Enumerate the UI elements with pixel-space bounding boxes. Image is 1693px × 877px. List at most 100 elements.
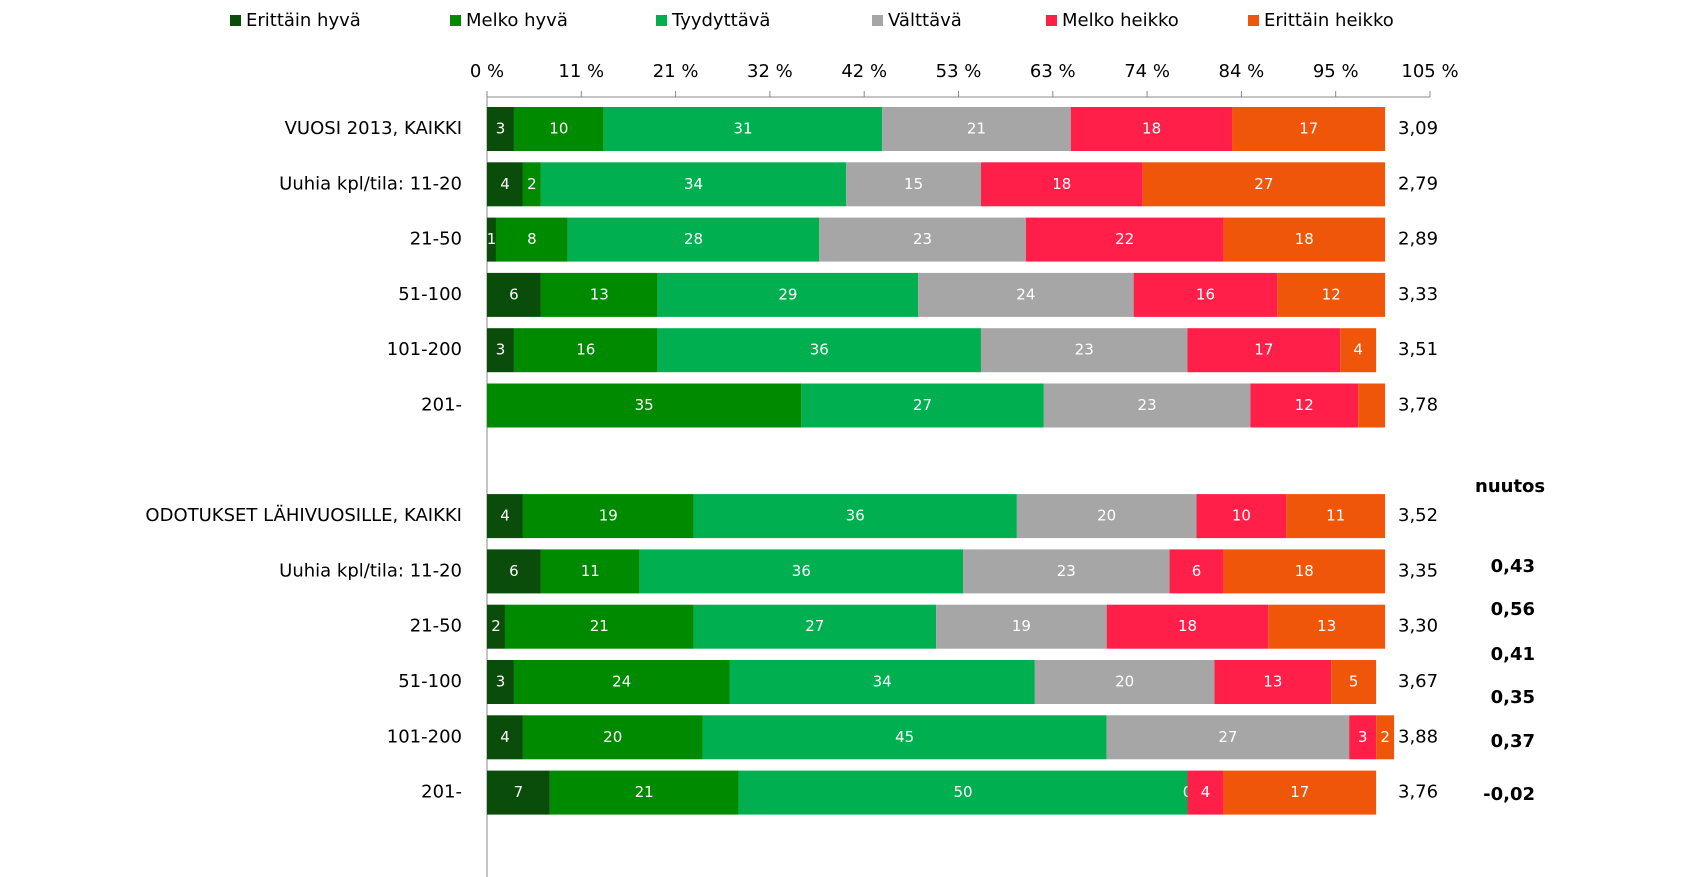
bar-segment (918, 272, 1134, 317)
bar-segment (1277, 272, 1386, 317)
x-tick-label: 105 % (1401, 61, 1458, 82)
data-label: 7 (514, 783, 524, 801)
legend-swatch (1248, 15, 1259, 26)
data-label: 6 (1192, 562, 1202, 580)
bar-segment (487, 770, 550, 815)
category-label: ODOTUKSET LÄHIVUOSILLE, KAIKKI (145, 505, 462, 526)
bar-segment (729, 660, 1035, 704)
change-value: 0,37 (1491, 731, 1535, 752)
data-label: 4 (500, 175, 510, 193)
bar-segment (487, 272, 541, 317)
bar-segment (1169, 549, 1224, 594)
bar-segment (657, 328, 981, 373)
data-label: 18 (1142, 120, 1161, 138)
change-value: -0,02 (1483, 784, 1535, 805)
data-label: 10 (549, 120, 568, 138)
bar-segment (603, 107, 883, 151)
mean-label: 3,35 (1398, 560, 1438, 581)
data-label: 6 (509, 285, 519, 303)
x-tick-label: 0 % (470, 61, 504, 82)
data-label: 17 (1290, 783, 1309, 801)
mean-label: 2,89 (1398, 229, 1438, 250)
bar-segment (801, 383, 1044, 428)
bar-segment (1223, 770, 1377, 815)
data-label: 21 (967, 120, 986, 138)
bar-segment (1376, 715, 1395, 760)
data-label: 4 (1201, 783, 1211, 801)
category-label: 101-200 (387, 339, 462, 360)
bar-segment (513, 107, 604, 151)
bar-segment (487, 107, 514, 151)
data-label: 21 (590, 617, 609, 635)
data-label: 27 (1218, 728, 1237, 746)
data-label: 12 (1322, 285, 1341, 303)
mean-label: 3,76 (1398, 782, 1438, 803)
bar-segment (1223, 549, 1386, 594)
data-label: 18 (1295, 562, 1314, 580)
bar-segment (657, 272, 919, 317)
x-tick-label: 11 % (558, 61, 604, 82)
change-title: nuutos (1475, 476, 1545, 497)
category-label: 21-50 (410, 229, 462, 250)
legend-label: Välttävä (888, 10, 962, 31)
category-label: 51-100 (398, 284, 462, 305)
bar-segment (495, 217, 568, 262)
data-label: 31 (733, 120, 752, 138)
legend-swatch (1046, 15, 1057, 26)
data-label: 20 (1115, 673, 1134, 691)
bar-segment (540, 162, 847, 207)
x-tick-label: 42 % (841, 61, 887, 82)
category-label: Uuhia kpl/tila: 11-20 (279, 560, 462, 581)
mean-label: 3,51 (1398, 339, 1438, 360)
bar-segment (1349, 715, 1377, 760)
data-label: 27 (913, 396, 932, 414)
x-tick-label: 21 % (653, 61, 699, 82)
data-label: 8 (527, 230, 537, 248)
mean-label: 2,79 (1398, 173, 1438, 194)
data-label: 19 (599, 507, 618, 525)
category-label: 201- (421, 395, 462, 416)
bar-segment (540, 549, 640, 594)
bar-segment (1034, 660, 1215, 704)
bar-segment (738, 770, 1188, 815)
data-label: 27 (1254, 175, 1273, 193)
bar-segment (882, 107, 1071, 151)
bar-segment (846, 162, 981, 207)
data-label: 50 (953, 783, 972, 801)
bar-segment (819, 217, 1026, 262)
data-label: 11 (1326, 507, 1345, 525)
bar-segment (522, 494, 694, 539)
data-label: 28 (684, 230, 703, 248)
legend-label: Tyydyttävä (671, 10, 770, 31)
legend-swatch (230, 15, 241, 26)
x-tick-label: 84 % (1219, 61, 1265, 82)
bar-segment (693, 604, 937, 649)
bar-segment (487, 383, 802, 428)
data-label: 17 (1299, 120, 1318, 138)
data-label: 2 (491, 617, 501, 635)
bar-segment (936, 604, 1107, 649)
bar-segment (962, 549, 1170, 594)
mean-label: 3,52 (1398, 505, 1438, 526)
bar-segment (522, 715, 703, 760)
data-label: 24 (1016, 285, 1035, 303)
data-label: 6 (509, 562, 519, 580)
bar-segment (1070, 107, 1233, 151)
bar-segment (1187, 328, 1341, 373)
bar-segment (1133, 272, 1278, 317)
category-label: 201- (421, 782, 462, 803)
data-label: 13 (1317, 617, 1336, 635)
data-label: 5 (1349, 673, 1359, 691)
data-label: 20 (1097, 507, 1116, 525)
data-label: 2 (1380, 728, 1390, 746)
data-label: 4 (1353, 341, 1363, 359)
bar-segment (487, 604, 505, 649)
data-label: 24 (612, 673, 631, 691)
bar-segment (487, 162, 523, 207)
data-label: 3 (496, 341, 506, 359)
bar-segment (487, 549, 541, 594)
data-label: 12 (1295, 396, 1314, 414)
data-label: 34 (684, 175, 703, 193)
bar-segment (1223, 217, 1386, 262)
